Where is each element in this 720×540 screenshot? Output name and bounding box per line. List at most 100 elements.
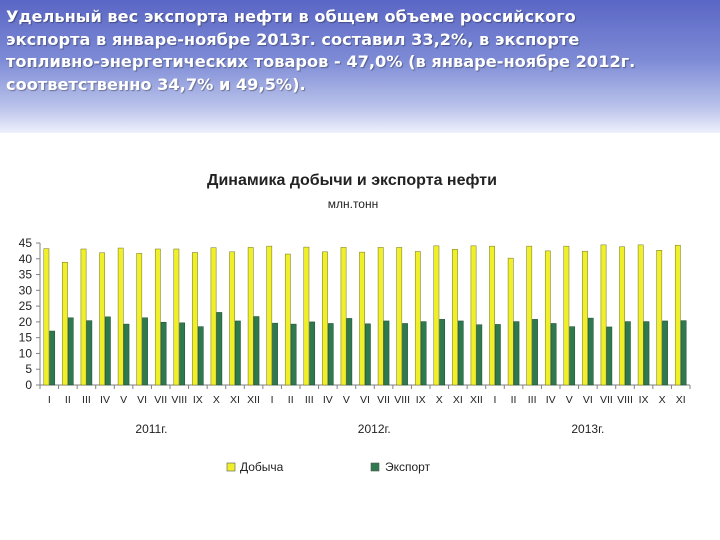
bar-production	[80, 248, 87, 386]
x-tick-label: VI	[583, 394, 593, 406]
header-banner: Удельный вес экспорта нефти в общем объе…	[0, 0, 720, 133]
x-tick-label: II	[65, 394, 71, 406]
bar-production	[674, 244, 681, 386]
legend-swatch-production	[226, 462, 236, 472]
bar-export	[105, 316, 111, 386]
y-tick-label: 5	[25, 362, 32, 376]
bar-export	[365, 323, 371, 386]
bar-export	[680, 320, 687, 386]
year-label: 2011г.	[135, 422, 167, 436]
bar-production	[43, 248, 50, 386]
bar-production	[303, 246, 310, 386]
x-tick-label: X	[213, 394, 220, 406]
bar-production	[266, 245, 273, 386]
bar-export	[86, 320, 93, 386]
bar-export	[346, 318, 353, 386]
bar-export	[402, 323, 408, 386]
x-tick-label: III	[82, 394, 91, 406]
x-tick-label: XII	[470, 394, 483, 406]
bar-export	[532, 319, 538, 386]
bar-production	[600, 244, 607, 386]
bar-production	[192, 252, 198, 386]
bar-export	[142, 317, 148, 386]
year-label: 2012г.	[358, 422, 391, 436]
bar-export	[457, 320, 464, 386]
bar-export	[476, 324, 483, 386]
bar-production	[359, 251, 365, 386]
x-tick-label: I	[48, 394, 51, 406]
bar-production	[656, 250, 663, 386]
bar-export	[587, 317, 594, 386]
x-tick-label: I	[271, 394, 274, 406]
bar-export	[550, 323, 557, 386]
bar-production	[507, 257, 514, 386]
x-tick-label: IX	[193, 394, 203, 406]
bar-export	[160, 321, 167, 386]
x-tick-label: IV	[323, 394, 333, 406]
bar-export	[197, 326, 204, 386]
bar-production	[154, 248, 161, 386]
bar-export	[309, 321, 316, 386]
bar-export	[662, 320, 668, 386]
y-tick-label: 30	[19, 283, 33, 297]
bar-production	[247, 247, 254, 386]
bar-production	[340, 247, 347, 386]
x-tick-label: VI	[137, 394, 147, 406]
x-tick-label: VIII	[394, 394, 410, 406]
header-line: экспорта в январе-ноябре 2013г. составил…	[6, 29, 580, 49]
bar-export	[569, 326, 576, 386]
x-tick-label: VIII	[171, 394, 187, 406]
x-tick-label: I	[494, 394, 497, 406]
x-tick-label: X	[659, 394, 666, 406]
x-tick-label: XII	[247, 394, 260, 406]
bar-export	[235, 320, 241, 386]
x-tick-label: X	[436, 394, 443, 406]
bar-production	[62, 261, 68, 386]
bar-production	[377, 247, 384, 386]
bar-export	[67, 317, 74, 386]
x-tick-label: IX	[639, 394, 649, 406]
x-tick-label: III	[305, 394, 314, 406]
bar-export	[253, 316, 260, 386]
bar-production	[563, 245, 570, 386]
header-line: соответственно 34,7% и 49,5%).	[6, 74, 306, 94]
bar-production	[414, 251, 421, 386]
bar-production	[284, 253, 291, 386]
legend: Добыча Экспорт	[226, 460, 431, 474]
y-tick-label: 15	[19, 331, 33, 345]
x-tick-label: XI	[676, 394, 686, 406]
bar-export	[290, 323, 297, 386]
bar-production	[489, 245, 495, 386]
x-tick-label: II	[288, 394, 294, 406]
x-tick-label: VII	[377, 394, 390, 406]
bar-export	[643, 321, 650, 386]
bar-export	[495, 324, 501, 386]
y-tick-label: 45	[19, 236, 33, 250]
y-tick-label: 10	[19, 346, 33, 360]
x-tick-label: V	[120, 394, 127, 406]
x-tick-label: VII	[600, 394, 613, 406]
bar-production	[619, 246, 625, 386]
header-line: топливно-энергетических товаров - 47,0% …	[6, 52, 636, 71]
y-tick-label: 25	[19, 299, 33, 313]
bar-export	[272, 322, 278, 386]
chart-title: Динамика добычи и экспорта нефти	[207, 172, 497, 189]
y-tick-label: 40	[19, 252, 33, 266]
x-tick-label: VI	[360, 394, 370, 406]
bar-export	[49, 330, 56, 386]
bar-production	[470, 245, 477, 386]
y-tick-label: 35	[19, 268, 33, 282]
x-tick-label: VII	[154, 394, 167, 406]
bar-production	[117, 247, 124, 386]
legend-swatch-export	[370, 462, 380, 472]
x-tick-label: VIII	[617, 394, 633, 406]
y-tick-label: 20	[19, 315, 33, 329]
oil-chart: Динамика добычи и экспорта нефти млн.тон…	[19, 172, 691, 474]
bar-production	[526, 245, 533, 386]
bar-production	[229, 251, 235, 386]
bar-production	[637, 244, 644, 386]
year-label: 2013г.	[571, 422, 604, 436]
bar-production	[322, 251, 328, 386]
bar-export	[383, 320, 390, 386]
